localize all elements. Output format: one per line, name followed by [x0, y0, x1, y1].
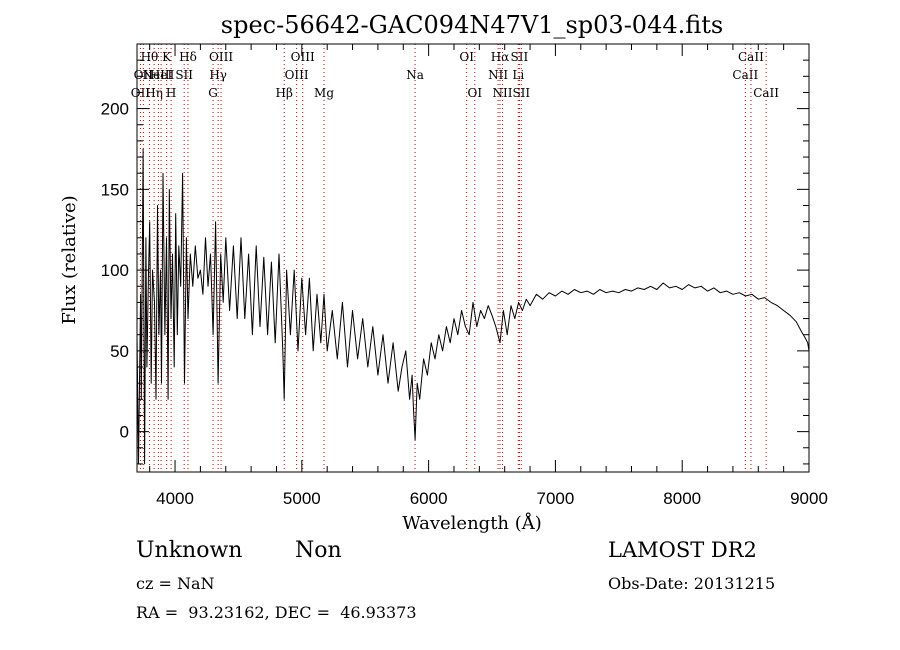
survey-name: LAMOST DR2: [608, 538, 757, 562]
line-label: CaII: [732, 68, 758, 82]
line-label: Hγ: [209, 68, 227, 82]
y-tick-label: 100: [101, 261, 129, 280]
x-tick-label: 9000: [790, 489, 828, 508]
spectrum-series: [136, 148, 810, 465]
x-tick-label: 6000: [410, 489, 448, 508]
plot-frame: [136, 43, 810, 473]
line-label: Li: [512, 68, 524, 82]
line-label: NeIII: [143, 68, 175, 82]
line-label: NII: [488, 68, 508, 82]
line-label: OIII: [291, 50, 315, 64]
object-subclass: Non: [295, 538, 342, 563]
line-label: OIII: [209, 50, 233, 64]
line-label: NII: [493, 86, 513, 100]
line-label: G: [208, 86, 218, 100]
redshift-cz: cz = NaN: [136, 574, 215, 593]
x-tick-label: 5000: [283, 489, 321, 508]
line-label: SII: [511, 50, 529, 64]
y-tick-label: 150: [101, 180, 129, 199]
line-label: Hβ: [276, 86, 293, 100]
x-tick-label: 8000: [663, 489, 701, 508]
line-label: CaII: [753, 86, 779, 100]
line-label: Hα: [491, 50, 510, 64]
observation-date: Obs-Date: 20131215: [608, 574, 776, 593]
line-label: SII: [175, 68, 193, 82]
y-axis-label: Flux (relative): [59, 195, 80, 324]
line-label: Hδ: [179, 50, 197, 64]
line-label: OIII: [285, 68, 309, 82]
x-tick-label: 7000: [537, 489, 575, 508]
x-tick-label: 4000: [156, 489, 194, 508]
line-label: H: [166, 86, 176, 100]
line-label: OII: [131, 86, 151, 100]
object-class: Unknown: [136, 538, 243, 563]
line-label: Hη: [145, 86, 163, 100]
y-tick-label: 0: [120, 423, 129, 442]
y-tick-label: 200: [101, 100, 129, 119]
line-label: K: [162, 50, 172, 64]
line-label: CaII: [738, 50, 764, 64]
x-axis-label: Wavelength (Å): [402, 512, 542, 534]
x-axis: 4000 5000 6000 7000 8000 9000: [149, 44, 828, 508]
line-label: Na: [406, 68, 424, 82]
spectrum-line: [136, 148, 810, 465]
line-label: Mg: [314, 86, 334, 100]
line-label: HeI: [150, 68, 173, 82]
y-axis: 0 50 100 150 200: [101, 43, 809, 465]
line-label: OI: [467, 86, 482, 100]
line-label: Hθ: [141, 50, 159, 64]
ra-dec-coordinates: RA = 93.23162, DEC = 46.93373: [136, 603, 417, 622]
line-label: SII: [512, 86, 530, 100]
chart-title: spec-56642-GAC094N47V1_sp03-044.fits: [221, 11, 723, 39]
line-label: OI: [459, 50, 474, 64]
line-label: OII: [134, 68, 154, 82]
y-tick-label: 50: [110, 342, 129, 361]
